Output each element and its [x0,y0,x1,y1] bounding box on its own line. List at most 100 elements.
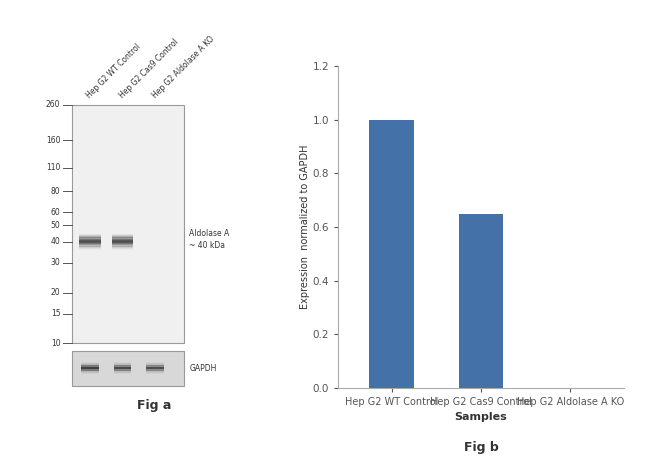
Bar [146,366,164,367]
Bar [114,372,131,373]
Bar [81,372,99,373]
Bar [81,366,99,367]
Bar [81,371,99,372]
Bar [146,372,164,373]
Bar [81,364,99,365]
Bar [81,372,99,373]
Bar [146,370,164,371]
Bar [114,363,131,364]
Bar [114,366,131,367]
Y-axis label: Expression  normalized to GAPDH: Expression normalized to GAPDH [300,145,309,309]
Bar [79,244,101,245]
Bar [114,365,131,366]
Bar [146,368,164,369]
Text: Fig a: Fig a [137,399,172,412]
Bar [79,238,101,239]
Bar [112,239,133,240]
Bar [114,364,131,365]
Bar [112,239,133,240]
Bar [79,236,101,237]
Bar [146,371,164,372]
Bar [81,368,99,369]
Bar [114,370,131,371]
Bar [146,366,164,367]
Bar [112,238,133,239]
Bar [112,243,133,244]
Bar [112,249,133,250]
Bar [114,372,131,373]
Bar [112,236,133,237]
Bar [79,241,101,242]
Bar [79,244,101,245]
Bar [146,372,164,373]
Bar [146,365,164,366]
Bar [114,368,131,369]
Bar [81,373,99,374]
Bar [79,234,101,235]
Bar [114,363,131,364]
Text: Hep G2 Aldolase A KO: Hep G2 Aldolase A KO [150,34,216,100]
Bar [146,373,164,374]
Text: Aldolase A
~ 40 kDa: Aldolase A ~ 40 kDa [189,229,229,250]
Bar [79,243,101,244]
Bar [81,369,99,370]
Bar [146,367,164,368]
Bar [146,362,164,363]
Text: 40: 40 [51,237,60,246]
Bar [112,238,133,239]
Bar [459,214,503,388]
Text: 15: 15 [51,309,60,318]
X-axis label: Samples: Samples [454,412,508,422]
Bar [146,369,164,370]
Bar [79,238,101,239]
Bar [146,363,164,364]
Bar [81,365,99,366]
Bar [146,370,164,371]
Bar [112,246,133,247]
Bar [79,246,101,247]
Bar [114,369,131,370]
Bar [112,248,133,249]
Bar [79,248,101,249]
Bar [112,247,133,248]
Bar [81,370,99,371]
Bar [79,249,101,250]
Text: Fig b: Fig b [463,441,499,454]
Bar [146,369,164,370]
Bar [112,241,133,242]
Text: 160: 160 [46,136,60,145]
Text: Hep G2 WT Control: Hep G2 WT Control [85,42,143,100]
Bar [112,237,133,238]
Bar [79,245,101,246]
Bar [81,367,99,368]
Text: 60: 60 [51,208,60,217]
Bar [112,245,133,246]
Bar [112,248,133,249]
Bar [81,370,99,371]
Bar [79,239,101,240]
Bar [114,362,131,363]
Bar [146,364,164,365]
Bar [112,240,133,241]
Bar [79,243,101,244]
Bar [79,240,101,241]
Text: 260: 260 [46,100,60,109]
Text: 30: 30 [51,258,60,267]
Bar [114,366,131,367]
Bar [146,364,164,365]
Bar [81,362,99,363]
Bar [72,351,184,386]
Bar [112,234,133,235]
Bar [112,234,133,235]
Bar [72,105,184,343]
Bar [81,369,99,370]
Text: 80: 80 [51,186,60,195]
Bar [81,364,99,365]
Text: Hep G2 Cas9 Control: Hep G2 Cas9 Control [118,37,181,100]
Bar [79,248,101,249]
Bar [112,243,133,244]
Bar [114,369,131,370]
Bar [114,370,131,371]
Bar [79,247,101,248]
Text: 110: 110 [46,163,60,172]
